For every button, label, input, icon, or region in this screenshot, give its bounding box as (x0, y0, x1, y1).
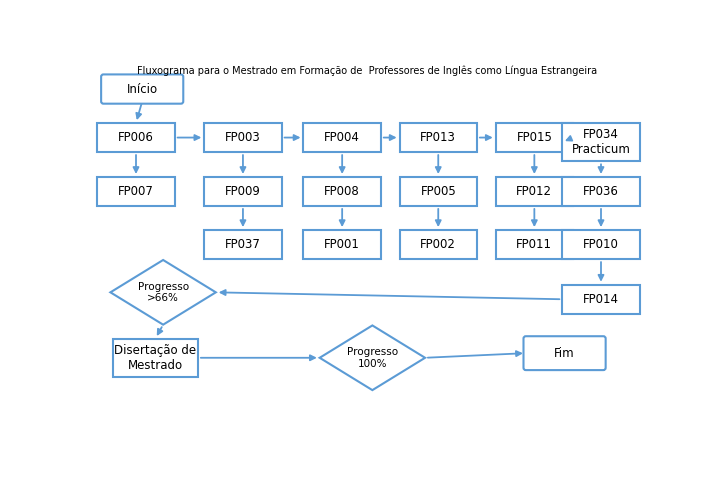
Text: FP036: FP036 (583, 185, 619, 198)
FancyBboxPatch shape (97, 123, 175, 152)
FancyBboxPatch shape (523, 336, 606, 370)
Polygon shape (110, 260, 216, 325)
Text: FP012: FP012 (516, 185, 552, 198)
Text: FP007: FP007 (118, 185, 154, 198)
FancyBboxPatch shape (562, 285, 640, 314)
FancyBboxPatch shape (304, 230, 381, 259)
FancyBboxPatch shape (495, 177, 573, 206)
Text: FP002: FP002 (420, 238, 456, 251)
Text: Fluxograma para o Mestrado em Formação de  Professores de Inglês como Língua Est: Fluxograma para o Mestrado em Formação d… (137, 65, 597, 76)
FancyBboxPatch shape (204, 177, 281, 206)
Text: FP010: FP010 (583, 238, 619, 251)
FancyBboxPatch shape (101, 74, 183, 103)
Text: FP009: FP009 (225, 185, 261, 198)
Text: FP003: FP003 (225, 131, 261, 144)
FancyBboxPatch shape (304, 123, 381, 152)
Text: Início: Início (127, 82, 158, 95)
FancyBboxPatch shape (112, 339, 198, 377)
FancyBboxPatch shape (97, 177, 175, 206)
Text: FP034
Practicum: FP034 Practicum (571, 128, 630, 156)
Text: FP013: FP013 (420, 131, 456, 144)
Text: FP015: FP015 (516, 131, 552, 144)
Text: FP006: FP006 (118, 131, 154, 144)
Text: FP037: FP037 (225, 238, 261, 251)
Text: Progresso
100%: Progresso 100% (347, 347, 398, 368)
Text: Disertação de
Mestrado: Disertação de Mestrado (115, 344, 196, 372)
FancyBboxPatch shape (400, 177, 477, 206)
Text: FP004: FP004 (324, 131, 360, 144)
Text: Fim: Fim (554, 347, 575, 360)
FancyBboxPatch shape (204, 123, 281, 152)
Text: FP011: FP011 (516, 238, 552, 251)
FancyBboxPatch shape (562, 177, 640, 206)
FancyBboxPatch shape (400, 123, 477, 152)
FancyBboxPatch shape (204, 230, 281, 259)
Text: Progresso
>66%: Progresso >66% (137, 282, 189, 303)
FancyBboxPatch shape (562, 123, 640, 161)
FancyBboxPatch shape (495, 230, 573, 259)
FancyBboxPatch shape (400, 230, 477, 259)
FancyBboxPatch shape (304, 177, 381, 206)
Text: FP001: FP001 (324, 238, 360, 251)
Polygon shape (319, 325, 425, 390)
Text: FP014: FP014 (583, 293, 619, 306)
FancyBboxPatch shape (495, 123, 573, 152)
Text: FP008: FP008 (324, 185, 360, 198)
FancyBboxPatch shape (562, 230, 640, 259)
Text: FP005: FP005 (420, 185, 456, 198)
